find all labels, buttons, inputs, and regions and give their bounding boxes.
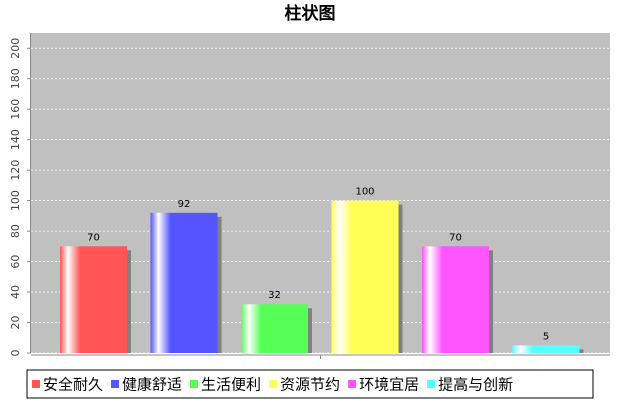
y-tick-label: 200: [9, 38, 22, 59]
legend-swatch: [111, 380, 120, 388]
legend-swatch: [427, 380, 436, 388]
y-tick-label: 60: [9, 255, 22, 269]
legend-swatch: [348, 380, 357, 388]
bar: [241, 304, 308, 353]
legend-label: 环境宜居: [359, 376, 419, 394]
y-tick-label: 180: [9, 68, 22, 89]
value-label: 100: [355, 187, 374, 198]
bar: [150, 212, 218, 353]
value-label: 70: [87, 232, 100, 243]
legend-swatch: [190, 380, 199, 388]
bar: [60, 246, 127, 353]
y-tick-label: 20: [9, 316, 22, 330]
legend-label: 资源节约: [280, 376, 340, 394]
legend-label: 安全耐久: [43, 376, 103, 394]
legend-label: 提高与创新: [438, 376, 513, 394]
y-tick-label: 0: [9, 350, 22, 357]
y-tick-label: 40: [9, 285, 22, 299]
value-label: 70: [449, 232, 462, 243]
value-label: 32: [268, 290, 281, 301]
y-tick-label: 120: [9, 160, 22, 181]
y-tick-label: 100: [9, 190, 22, 211]
value-label: 92: [178, 199, 191, 210]
legend-swatch: [269, 380, 278, 388]
legend-label: 健康舒适: [122, 376, 182, 394]
legend: [26, 369, 594, 399]
bar: [512, 345, 580, 353]
bar: [331, 200, 399, 353]
y-tick-label: 80: [9, 224, 22, 238]
bar: [422, 246, 489, 353]
y-tick-label: 160: [9, 99, 22, 120]
y-tick-label: 140: [9, 129, 22, 150]
value-label: 5: [543, 331, 549, 342]
chart-title: 柱状图: [285, 3, 336, 24]
legend-swatch: [32, 380, 40, 388]
legend-label: 生活便利: [201, 376, 261, 394]
